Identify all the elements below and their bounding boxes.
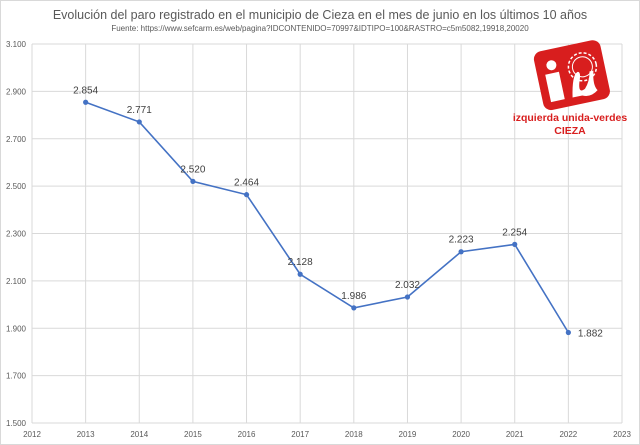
x-tick-label: 2014 [130,430,148,439]
data-point[interactable] [190,178,196,184]
x-tick-label: 2013 [77,430,95,439]
data-label: 1.882 [578,329,603,340]
x-tick-label: 2021 [506,430,524,439]
party-logo: izquierda unida-verdes CIEZA [510,40,630,150]
data-label: 2.854 [73,85,98,96]
data-point[interactable] [565,329,571,336]
x-tick-label: 2022 [559,430,577,439]
y-tick-label: 2.500 [6,182,27,191]
data-point[interactable] [404,294,411,300]
y-tick-label: 2.100 [6,277,27,286]
logo-text-city: CIEZA [554,125,586,137]
data-label: 2.223 [449,235,474,246]
y-tick-label: 2.700 [6,135,27,144]
data-label: 2.771 [127,105,152,116]
data-point[interactable] [458,249,464,255]
data-point[interactable] [351,305,357,311]
chart-title: Evolución del paro registrado en el muni… [52,8,588,22]
iu-logo-icon [533,40,610,111]
y-tick-label: 1.700 [6,372,27,381]
data-point[interactable] [512,241,518,247]
x-axis-ticks: 2012 2013 2014 2015 2016 2017 2018 2019 2020 2021… [23,430,631,439]
data-label: 2.520 [180,164,205,175]
data-point[interactable] [243,192,250,198]
y-tick-label: 3.100 [6,40,27,49]
data-label: 1.986 [341,291,366,302]
chart-source: Fuente: https://www.sefcarm.es/web/pagin… [111,24,529,33]
y-tick-label: 2.900 [6,87,27,96]
y-axis-ticks: 1.500 1.700 1.900 2.100 2.300 2.500 2.700 2.900… [6,40,27,428]
x-tick-label: 2017 [291,430,309,439]
data-label: 2.128 [288,257,313,268]
y-tick-label: 1.900 [6,324,27,333]
series-line [85,101,570,333]
x-tick-label: 2015 [184,430,202,439]
data-label: 2.032 [395,280,420,291]
x-tick-label: 2018 [345,430,363,439]
logo-text-party: izquierda unida-verdes [512,112,628,124]
x-tick-label: 2023 [613,430,631,439]
data-label: 2.464 [234,178,259,189]
y-tick-label: 2.300 [6,230,27,239]
data-point[interactable] [297,271,303,277]
x-tick-label: 2020 [452,430,470,439]
data-label: 2.254 [502,227,527,238]
x-tick-label: 2012 [23,430,41,439]
data-series: 2.854 2.771 2.520 2.464 2.128 1.986 2.032 2.223… [73,85,603,339]
y-tick-label: 1.500 [6,419,27,428]
gridlines [31,43,623,424]
data-point[interactable] [83,99,89,105]
x-tick-label: 2016 [238,430,256,439]
data-point[interactable] [136,119,142,125]
x-tick-label: 2019 [399,430,417,439]
